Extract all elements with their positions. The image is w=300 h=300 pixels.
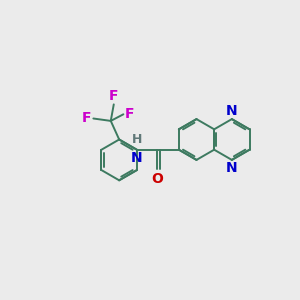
Text: F: F [82, 112, 92, 125]
Text: F: F [109, 89, 118, 103]
Text: H: H [132, 133, 142, 146]
Text: N: N [226, 104, 238, 118]
Text: O: O [151, 172, 163, 186]
Text: F: F [125, 107, 135, 121]
Text: N: N [131, 151, 142, 165]
Text: N: N [226, 161, 238, 175]
